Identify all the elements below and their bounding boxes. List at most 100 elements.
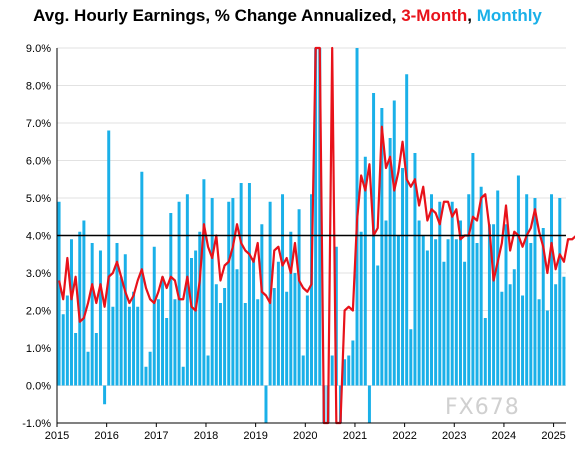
monthly-bar: [227, 201, 231, 386]
monthly-bar: [508, 284, 512, 386]
monthly-bar: [218, 303, 222, 386]
monthly-bar: [69, 239, 73, 386]
monthly-bar: [446, 239, 450, 386]
monthly-bar: [442, 261, 446, 386]
monthly-bars: [57, 48, 566, 423]
monthly-bar: [293, 273, 297, 386]
monthly-bar: [351, 340, 355, 386]
x-tick-label: 2016: [94, 430, 118, 442]
monthly-bar: [330, 355, 334, 386]
monthly-bar: [235, 269, 239, 386]
monthly-bar: [467, 194, 471, 386]
monthly-bar: [247, 183, 251, 386]
y-tick-label: 8.0%: [26, 81, 51, 93]
monthly-bar: [297, 209, 301, 386]
monthly-bar: [318, 48, 322, 386]
x-tick-label: 2017: [144, 430, 168, 442]
monthly-bar: [123, 254, 127, 386]
monthly-bar: [94, 333, 98, 386]
monthly-bar: [185, 194, 189, 386]
monthly-bar: [132, 291, 136, 386]
y-tick-label: 9.0%: [26, 43, 51, 55]
title-part-monthly: Monthly: [476, 6, 542, 25]
monthly-bar: [161, 276, 165, 386]
monthly-bar: [533, 198, 537, 386]
y-tick-label: 3.0%: [26, 268, 51, 280]
monthly-bar: [334, 246, 338, 386]
monthly-bar: [243, 303, 247, 386]
monthly-bar: [405, 74, 409, 386]
monthly-bar: [492, 224, 496, 386]
monthly-bar: [401, 168, 405, 386]
monthly-bar: [165, 318, 169, 386]
monthly-bar: [115, 243, 119, 386]
x-tick-label: 2015: [45, 430, 69, 442]
monthly-bar: [471, 153, 475, 386]
monthly-bar: [74, 333, 78, 386]
monthly-bar: [372, 93, 376, 386]
monthly-bar: [417, 220, 421, 386]
monthly-bar: [310, 194, 313, 386]
x-tick-label: 2023: [442, 430, 466, 442]
monthly-bar: [521, 295, 525, 386]
monthly-bar: [177, 201, 181, 386]
title-part-sep: ,: [467, 6, 477, 25]
monthly-bar: [380, 108, 384, 386]
monthly-bar: [136, 306, 140, 386]
y-tick-label: 0.0%: [26, 381, 51, 393]
monthly-bar: [487, 224, 491, 386]
title-part-3month: 3-Month: [401, 6, 468, 25]
monthly-bar: [285, 291, 289, 386]
monthly-bar: [314, 48, 318, 386]
monthly-bar: [206, 355, 210, 386]
title-part-main: Avg. Hourly Earnings, % Change Annualize…: [33, 6, 402, 25]
monthly-bar: [434, 239, 438, 386]
y-tick-labels: -1.0% 0.0% 1.0% 2.0% 3.0% 4.0% 5.0% 6.0% 7.0% 8.0…: [22, 43, 51, 430]
monthly-bar: [173, 299, 177, 386]
monthly-bar: [103, 385, 107, 405]
monthly-bar: [202, 179, 206, 386]
monthly-bar: [214, 284, 218, 386]
x-tick-label: 2021: [343, 430, 367, 442]
monthly-bar: [57, 201, 61, 386]
monthly-bar: [127, 306, 131, 386]
monthly-bar: [289, 231, 293, 386]
monthly-bar: [363, 156, 367, 386]
monthly-bar: [264, 385, 268, 423]
monthly-bar: [475, 243, 479, 386]
monthly-bar: [562, 276, 566, 386]
monthly-bar: [458, 220, 462, 386]
monthly-bar: [107, 130, 111, 386]
monthly-bar: [376, 265, 380, 386]
monthly-bar: [479, 186, 483, 386]
watermark-logo: FX678: [445, 395, 520, 420]
monthly-bar: [516, 175, 520, 386]
monthly-bar: [223, 288, 227, 386]
chart-title: Avg. Hourly Earnings, % Change Annualize…: [0, 6, 575, 26]
monthly-bar: [409, 329, 413, 386]
monthly-bar: [239, 183, 243, 386]
monthly-bar: [169, 213, 173, 386]
monthly-bar: [194, 250, 198, 386]
y-tick-label: 7.0%: [26, 118, 51, 130]
axes: [56, 48, 566, 427]
monthly-bar: [119, 276, 123, 386]
monthly-bar: [496, 190, 500, 386]
monthly-bar: [504, 224, 508, 386]
monthly-bar: [525, 194, 529, 386]
monthly-bar: [413, 153, 417, 386]
monthly-bar: [367, 385, 371, 423]
x-tick-label: 2019: [243, 430, 267, 442]
monthly-bar: [98, 250, 102, 386]
monthly-bar: [463, 261, 467, 386]
x-tick-label: 2025: [541, 430, 565, 442]
monthly-bar: [438, 201, 442, 386]
three-month-line-path: [57, 46, 575, 425]
monthly-bar: [305, 295, 309, 386]
monthly-bar: [359, 231, 363, 386]
monthly-bar: [550, 194, 554, 386]
monthly-bar: [256, 299, 260, 386]
y-tick-label: -1.0%: [22, 418, 51, 430]
monthly-bar: [276, 261, 280, 386]
